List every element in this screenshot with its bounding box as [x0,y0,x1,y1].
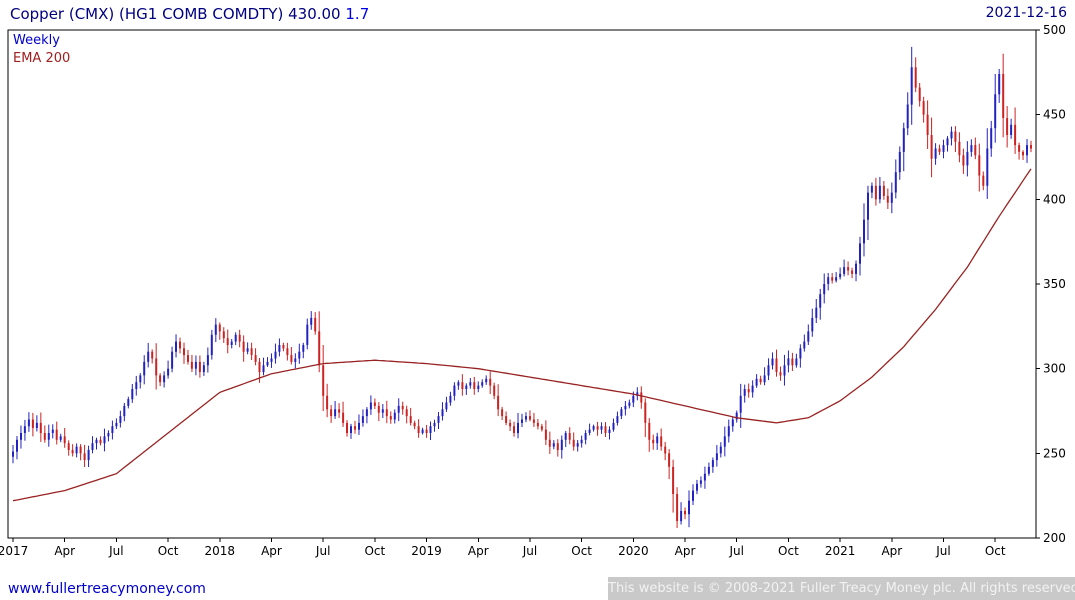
svg-text:Oct: Oct [778,544,799,558]
svg-text:Oct: Oct [985,544,1006,558]
svg-text:200: 200 [1043,531,1066,545]
svg-text:Jul: Jul [522,544,537,558]
svg-text:Jul: Jul [935,544,950,558]
svg-text:400: 400 [1043,192,1066,206]
svg-text:Jul: Jul [108,544,123,558]
last-price: 430.00 [288,5,341,23]
svg-text:Apr: Apr [261,544,282,558]
chart-date: 2021-12-16 [985,5,1067,21]
svg-text:350: 350 [1043,277,1066,291]
svg-text:Apr: Apr [675,544,696,558]
svg-text:2021: 2021 [825,544,856,558]
copyright-bar: This website is © 2008-2021 Fuller Treac… [608,577,1075,600]
svg-text:Apr: Apr [881,544,902,558]
svg-text:250: 250 [1043,446,1066,460]
svg-text:2020: 2020 [618,544,649,558]
svg-text:Apr: Apr [54,544,75,558]
legend-ema-200: EMA 200 [13,51,71,66]
price-change: 1.7 [345,5,370,23]
svg-text:2017: 2017 [0,544,28,558]
svg-text:2019: 2019 [411,544,442,558]
svg-text:2018: 2018 [205,544,236,558]
svg-text:Oct: Oct [158,544,179,558]
svg-text:Oct: Oct [364,544,385,558]
chart-canvas: 500 450 400 350 300 250 200 2017 Apr Jul Oct 2018 Ap… [0,23,1066,558]
svg-text:Jul: Jul [728,544,743,558]
chart-title: Copper (CMX) (HG1 COMB COMDTY) 430.00 1.… [10,5,369,23]
copyright-text: This website is © 2008-2021 Fuller Treac… [608,581,1075,596]
svg-text:450: 450 [1043,108,1066,122]
svg-text:Jul: Jul [315,544,330,558]
legend-frequency: Weekly [13,33,60,48]
svg-text:Oct: Oct [571,544,592,558]
website-link[interactable]: www.fullertreacymoney.com [8,581,206,597]
svg-text:Apr: Apr [468,544,489,558]
svg-text:300: 300 [1043,362,1066,376]
instrument-name: Copper (CMX) (HG1 COMB COMDTY) [10,5,284,23]
svg-text:500: 500 [1043,23,1066,37]
